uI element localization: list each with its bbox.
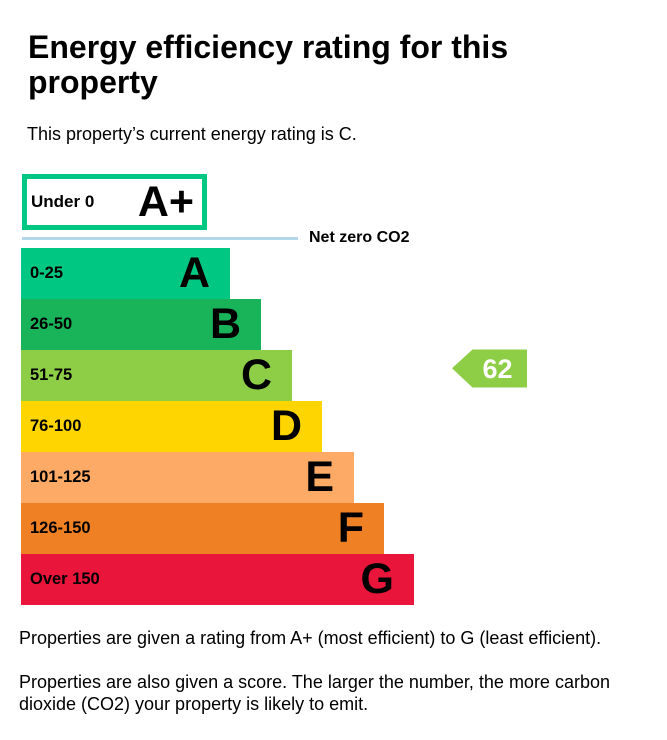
svg-text:62: 62 <box>482 354 512 384</box>
